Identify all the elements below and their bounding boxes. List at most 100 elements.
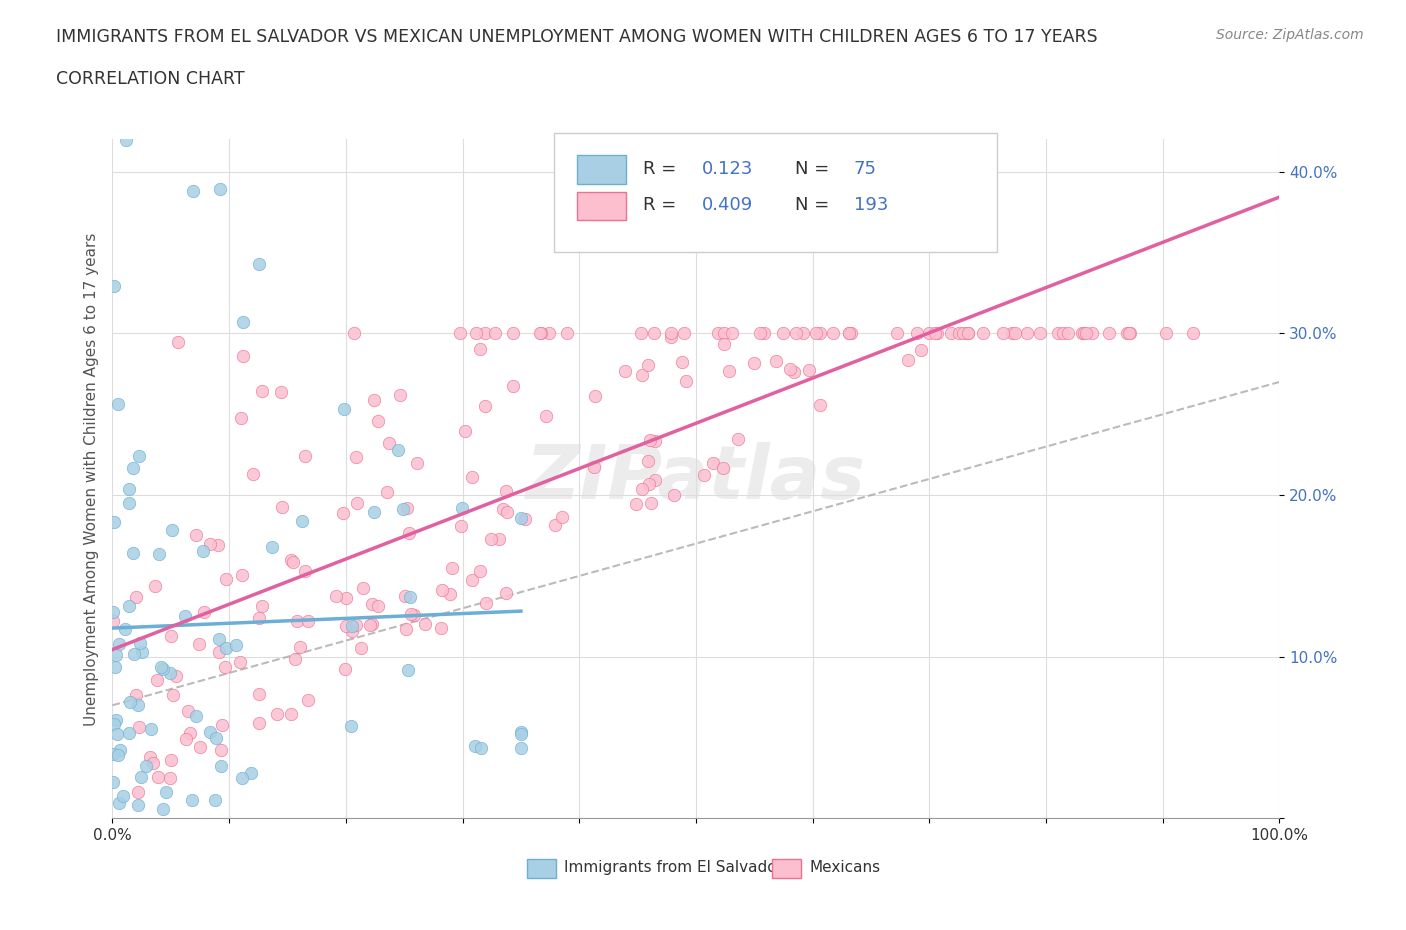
Point	[101, 775, 124, 790]
Text: Mexicans: Mexicans	[810, 860, 880, 875]
Point	[530, 326, 553, 341]
Point	[103, 278, 125, 293]
Point	[461, 573, 484, 588]
Point	[401, 606, 423, 621]
Point	[631, 367, 654, 382]
Point	[127, 797, 149, 812]
Point	[104, 647, 127, 662]
Point	[808, 397, 831, 412]
Point	[823, 326, 845, 341]
Text: CORRELATION CHART: CORRELATION CHART	[56, 70, 245, 87]
Point	[644, 472, 666, 487]
Point	[350, 641, 373, 656]
Point	[644, 326, 666, 341]
Point	[956, 326, 979, 341]
Point	[1073, 326, 1095, 341]
Point	[509, 726, 531, 741]
Point	[242, 466, 264, 481]
Point	[335, 661, 357, 676]
Point	[114, 621, 136, 636]
Point	[529, 326, 551, 341]
Point	[509, 725, 531, 740]
Point	[972, 326, 994, 341]
Point	[361, 617, 384, 631]
Point	[188, 739, 211, 754]
Point	[335, 618, 357, 633]
Point	[211, 718, 233, 733]
Point	[225, 637, 247, 652]
Point	[205, 731, 228, 746]
Point	[838, 326, 860, 341]
Point	[404, 608, 426, 623]
Point	[948, 326, 970, 341]
Point	[118, 695, 141, 710]
Point	[247, 687, 270, 702]
Point	[1028, 326, 1050, 341]
Point	[799, 363, 821, 378]
Point	[474, 326, 496, 341]
Text: Immigrants from El Salvador: Immigrants from El Salvador	[564, 860, 783, 875]
Point	[208, 631, 231, 646]
Text: 75: 75	[853, 160, 876, 178]
Point	[630, 326, 652, 341]
Point	[208, 644, 231, 659]
Point	[111, 788, 134, 803]
Point	[673, 326, 696, 341]
Point	[1070, 326, 1092, 341]
Point	[229, 411, 252, 426]
Point	[250, 598, 273, 613]
Point	[583, 459, 606, 474]
Point	[103, 717, 125, 732]
Point	[924, 326, 946, 341]
Point	[142, 755, 165, 770]
Point	[488, 532, 510, 547]
Point	[118, 725, 141, 740]
Point	[215, 641, 238, 656]
Bar	[527, 859, 555, 878]
Point	[537, 326, 560, 341]
Point	[392, 501, 415, 516]
Point	[502, 326, 524, 341]
Point	[637, 357, 659, 372]
Point	[1119, 326, 1142, 341]
Point	[644, 433, 666, 448]
Point	[332, 506, 354, 521]
Point	[344, 450, 367, 465]
Point	[429, 620, 451, 635]
Point	[285, 614, 308, 629]
Point	[127, 698, 149, 713]
Point	[146, 770, 169, 785]
Point	[637, 453, 659, 468]
Text: 0.409: 0.409	[702, 196, 754, 214]
Point	[198, 724, 221, 739]
Point	[215, 572, 238, 587]
Point	[659, 326, 682, 341]
Point	[340, 718, 363, 733]
Point	[659, 330, 682, 345]
Text: R =: R =	[644, 160, 682, 178]
Text: 0.123: 0.123	[702, 160, 754, 178]
Point	[389, 388, 412, 403]
Point	[1118, 326, 1140, 341]
Bar	[772, 859, 801, 878]
Point	[509, 740, 531, 755]
Point	[1052, 326, 1074, 341]
Point	[470, 565, 492, 579]
Point	[143, 578, 166, 593]
Point	[262, 539, 284, 554]
Point	[125, 687, 148, 702]
Point	[124, 590, 146, 604]
Point	[108, 743, 131, 758]
Point	[395, 622, 418, 637]
Point	[952, 326, 974, 341]
Point	[181, 793, 204, 808]
Point	[464, 738, 486, 753]
Point	[191, 544, 214, 559]
Point	[464, 326, 486, 341]
Point	[247, 715, 270, 730]
Point	[294, 448, 316, 463]
Point	[439, 587, 461, 602]
Point	[413, 617, 436, 631]
Text: IMMIGRANTS FROM EL SALVADOR VS MEXICAN UNEMPLOYMENT AMONG WOMEN WITH CHILDREN AG: IMMIGRANTS FROM EL SALVADOR VS MEXICAN U…	[56, 28, 1098, 46]
FancyBboxPatch shape	[554, 133, 997, 251]
